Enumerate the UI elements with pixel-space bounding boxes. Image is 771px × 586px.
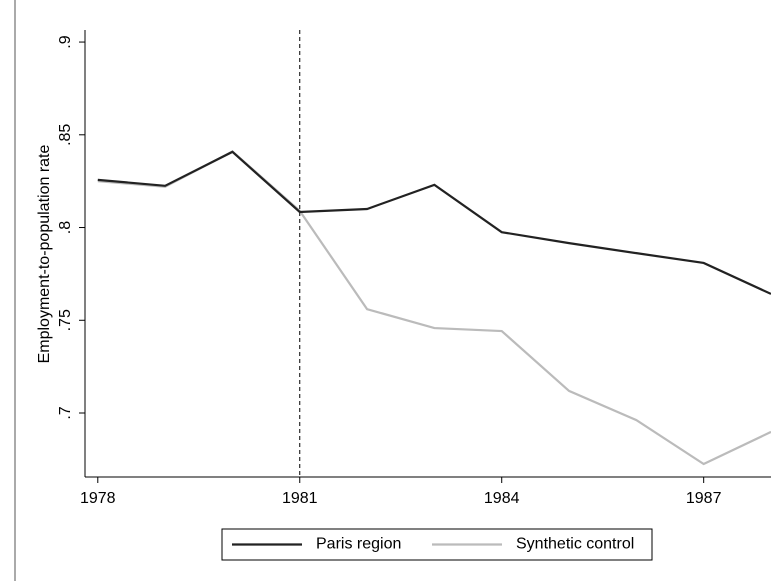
legend-label: Synthetic control xyxy=(516,536,634,553)
plot-area xyxy=(97,150,771,466)
x-tick-label: 1981 xyxy=(282,490,318,507)
x-tick-label: 1984 xyxy=(484,490,520,507)
y-tick-label: .8 xyxy=(57,221,74,234)
series-line xyxy=(97,150,771,295)
y-tick-label: .7 xyxy=(57,406,74,419)
y-tick-label: .75 xyxy=(57,309,74,331)
y-tick-label: .9 xyxy=(57,35,74,48)
y-axis-title: Employment-to-population rate xyxy=(36,145,53,364)
x-tick-label: 1978 xyxy=(80,490,116,507)
series-line xyxy=(97,150,771,466)
x-tick-label: 1987 xyxy=(686,490,722,507)
legend-label: Paris region xyxy=(316,536,401,553)
y-tick-label: .85 xyxy=(57,124,74,146)
